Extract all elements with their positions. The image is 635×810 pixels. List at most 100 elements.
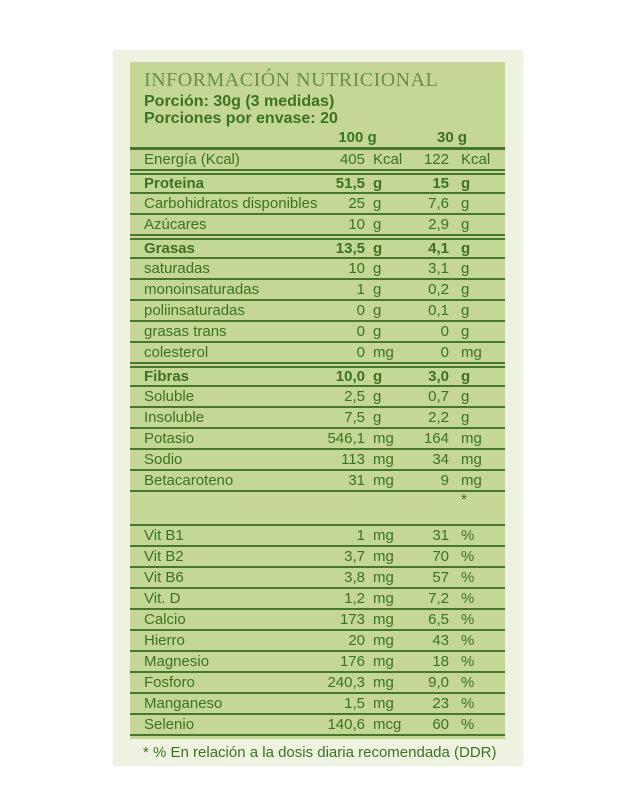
row-value-100g: 0 [356, 302, 365, 319]
row-value-100g: 405 [339, 151, 365, 168]
row-value-30g: 2,2 [428, 409, 449, 426]
row-unit-100g: mg [373, 527, 394, 544]
table-row: Hierro 20 mg 43 % [130, 631, 505, 652]
row-value-100g: 1 [356, 527, 365, 544]
row-unit-100g: g [373, 216, 382, 233]
row-value-30g: 18 [432, 653, 449, 670]
row-label: poliinsaturadas [144, 302, 245, 319]
row-label: monoinsaturadas [144, 281, 260, 298]
row-label: grasas trans [144, 323, 227, 340]
label-card: INFORMACIÓN NUTRICIONAL Porción: 30g (3 … [113, 50, 523, 766]
row-unit-30g: % [461, 590, 475, 607]
row-label: Grasas [144, 240, 195, 257]
row-unit-30g: * [461, 491, 467, 508]
column-headers: 100 g 30 g [130, 127, 505, 150]
row-value-30g: 7,2 [428, 590, 449, 607]
row-value-100g: 3,8 [344, 569, 365, 586]
table-row: Manganeso 1,5 mg 23 % [130, 694, 505, 715]
row-unit-100g: mg [373, 653, 394, 670]
row-value-30g: 0 [440, 323, 449, 340]
row-label: Insoluble [144, 409, 205, 426]
row-value-100g: 25 [348, 195, 365, 212]
row-value-30g: 57 [432, 569, 449, 586]
row-unit-30g: g [461, 216, 470, 233]
row-unit-30g: g [461, 302, 470, 319]
row-unit-30g: % [461, 695, 475, 712]
row-unit-100g: mg [373, 472, 394, 489]
row-value-30g: 6,5 [428, 611, 449, 628]
row-value-30g: 0,7 [428, 388, 449, 405]
row-value-100g: 1 [356, 281, 365, 298]
row-label: Hierro [144, 632, 185, 649]
table-row: Soluble 2,5 g 0,7 g [130, 387, 505, 408]
row-value-30g: 3,1 [428, 260, 449, 277]
row-unit-30g: % [461, 569, 475, 586]
row-value-30g: 34 [432, 451, 449, 468]
servings-per-container: Porciones por envase: 20 [144, 110, 338, 127]
row-value-30g: 122 [423, 151, 449, 168]
table-row: Fibras 10,0 g 3,0 g [130, 366, 505, 387]
row-unit-100g: g [373, 368, 383, 385]
row-label: Selenio [144, 716, 195, 733]
table-row: Vit B6 3,8 mg 57 % [130, 568, 505, 589]
column-header-30g: 30 g [436, 129, 467, 146]
row-label: Carbohidratos disponibles [144, 195, 318, 212]
row-value-100g: 173 [339, 611, 365, 628]
row-label: Potasio [144, 430, 195, 447]
row-label: Soluble [144, 388, 195, 405]
row-unit-100g: mg [373, 451, 394, 468]
row-label: Energía (Kcal) [144, 151, 240, 168]
row-value-100g: 546,1 [327, 430, 365, 447]
table-row: Fosforo 240,3 mg 9,0 % [130, 673, 505, 694]
table-row: Magnesio 176 mg 18 % [130, 652, 505, 673]
table-row: Vit. D 1,2 mg 7,2 % [130, 589, 505, 610]
row-value-30g: 164 [423, 430, 449, 447]
nutrition-table: INFORMACIÓN NUTRICIONAL Porción: 30g (3 … [130, 62, 505, 739]
row-value-100g: 0 [356, 323, 365, 340]
table-row: Proteina 51,5 g 15 g [130, 173, 505, 194]
table-row: Carbohidratos disponibles 25 g 7,6 g [130, 194, 505, 215]
row-unit-30g: g [461, 323, 470, 340]
row-value-100g: 7,5 [344, 409, 365, 426]
row-value-100g: 113 [341, 451, 365, 468]
row-value-30g: 0,1 [428, 302, 449, 319]
nutrition-rows: Energía (Kcal) 405 Kcal 122 Kcal Protein… [130, 150, 505, 736]
row-value-30g: 0 [440, 344, 449, 361]
row-unit-100g: g [373, 195, 382, 212]
row-unit-30g: % [461, 674, 475, 691]
row-unit-100g: mg [373, 674, 394, 691]
table-row: * [130, 492, 505, 526]
row-value-30g: 3,0 [428, 368, 449, 385]
row-unit-100g: mg [373, 569, 394, 586]
row-label: Vit. D [144, 590, 181, 607]
row-value-100g: 1,5 [344, 695, 365, 712]
column-header-100g: 100 g [338, 129, 377, 146]
row-label: saturadas [144, 260, 210, 277]
row-value-30g: 9 [440, 472, 449, 489]
table-row: Vit B2 3,7 mg 70 % [130, 547, 505, 568]
row-value-100g: 140,6 [327, 716, 365, 733]
table-row: Potasio 546,1 mg 164 mg [130, 429, 505, 450]
row-label: Vit B2 [144, 548, 184, 565]
row-unit-100g: Kcal [373, 151, 403, 168]
row-unit-30g: % [461, 548, 475, 565]
row-unit-30g: mg [461, 430, 482, 447]
row-value-100g: 20 [348, 632, 365, 649]
row-value-30g: 43 [432, 632, 449, 649]
row-unit-100g: mg [373, 695, 394, 712]
table-row: grasas trans 0 g 0 g [130, 322, 505, 343]
table-row: colesterol 0 mg 0 mg [130, 343, 505, 364]
row-unit-30g: mg [461, 451, 482, 468]
row-unit-30g: % [461, 716, 475, 733]
row-unit-100g: g [373, 302, 382, 319]
table-row: Grasas 13,5 g 4,1 g [130, 238, 505, 259]
row-label: Calcio [144, 611, 186, 628]
table-row: Energía (Kcal) 405 Kcal 122 Kcal [130, 150, 505, 171]
row-value-100g: 10 [348, 216, 365, 233]
row-value-100g: 2,5 [344, 388, 365, 405]
row-unit-100g: mg [373, 548, 394, 565]
row-value-100g: 176 [339, 653, 365, 670]
row-unit-30g: g [461, 281, 470, 298]
row-value-30g: 7,6 [428, 195, 449, 212]
